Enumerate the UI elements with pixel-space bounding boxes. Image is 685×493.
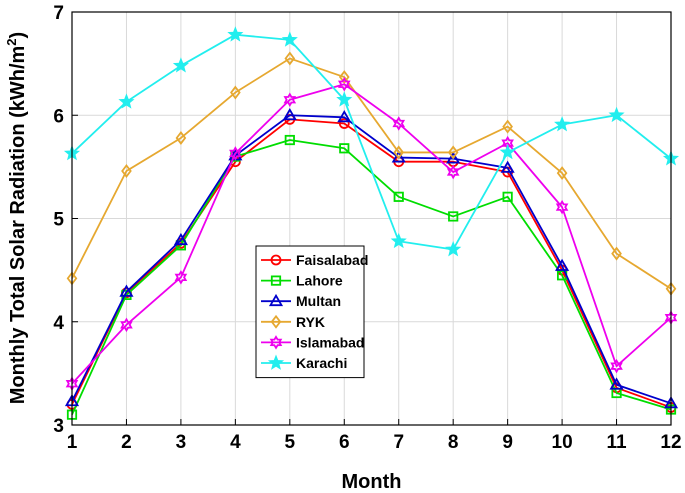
data-point-ryk [556,166,568,181]
data-point-islamabad [446,164,460,180]
data-point-multan [391,150,406,163]
x-tick-label: 7 [393,432,404,453]
legend-label: Faisalabad [296,252,368,268]
data-point-karachi [336,91,353,107]
series-ryk [66,51,677,296]
legend-box [255,245,365,379]
data-point-faisalabad [338,118,350,129]
y-tick-label: 6 [53,106,64,127]
legend-label: Islamabad [296,334,364,350]
data-point-karachi [227,26,244,42]
data-point-multan [609,377,624,390]
x-tick-label: 12 [660,432,681,453]
series-islamabad [65,77,678,391]
series-line-faisalabad [71,118,672,409]
data-point-multan [446,151,461,164]
data-point-ryk [175,130,187,145]
data-point-islamabad [229,146,242,161]
data-point-ryk [121,164,132,178]
data-point-karachi [281,31,298,47]
data-point-karachi [499,143,516,160]
legend-swatch-marker [270,275,282,286]
data-point-multan [337,110,352,123]
series-line-islamabad [71,83,672,385]
x-tick-label: 11 [606,432,627,453]
data-point-islamabad [610,358,623,374]
legend-item-islamabad: Islamabad [261,334,364,350]
data-point-islamabad [174,270,188,285]
legend-label: Multan [296,293,341,309]
x-axis-label: Month [342,471,402,493]
data-point-lahore [502,191,513,202]
series-line-multan [71,114,672,405]
x-tick-label: 1 [67,432,78,453]
legend-item-faisalabad: Faisalabad [261,252,368,268]
legend-label: RYK [296,314,325,330]
legend-label: Karachi [296,355,347,371]
data-point-karachi [554,116,571,132]
y-axis-label: Monthly Total Solar Radiation (kWh/m2) [4,32,29,404]
x-tick-label: 8 [448,432,459,453]
data-point-ryk [447,145,459,160]
series-line-ryk [71,57,672,290]
data-point-karachi [172,57,189,73]
y-tick-label: 7 [53,3,64,24]
series-multan [64,107,679,409]
data-point-karachi [445,241,462,257]
data-point-lahore [448,211,459,222]
data-point-multan [500,160,515,173]
data-point-islamabad [337,77,351,92]
legend-label: Lahore [296,273,343,289]
data-point-lahore [339,143,350,154]
data-point-multan [555,258,570,271]
data-point-ryk [611,246,622,261]
data-point-islamabad [555,199,569,215]
legend: Faisalabad Lahore Multan RYK Islamabad Karach… [255,245,368,379]
data-point-lahore [393,191,404,202]
y-tick-label: 5 [53,210,64,231]
data-point-multan [282,107,297,121]
data-point-karachi [608,106,625,123]
data-point-ryk [393,145,405,160]
data-point-multan [119,284,134,297]
legend-item-lahore: Lahore [261,273,343,289]
x-tick-label: 5 [285,432,296,453]
x-tick-label: 9 [502,432,513,453]
legend-swatch-marker [268,293,284,307]
legend-item-multan: Multan [261,293,341,309]
x-tick-label: 3 [176,432,187,453]
data-point-islamabad [120,317,133,333]
series-line-karachi [71,33,672,251]
legend-item-ryk: RYK [261,314,325,330]
data-point-ryk [338,70,350,85]
data-point-multan [173,232,188,246]
x-tick-label: 4 [230,432,241,453]
data-point-ryk [284,51,296,66]
data-point-karachi [390,232,407,249]
series-layer [63,26,680,420]
y-tick-label: 4 [53,313,64,334]
grid-lines [71,11,672,426]
legend-swatch-marker [270,314,282,329]
data-point-islamabad [283,92,297,108]
legend-swatch-marker [269,335,283,350]
x-tick-label: 2 [121,432,132,453]
data-point-islamabad [392,116,406,131]
x-tick-label: 6 [339,432,350,453]
legend-swatch-marker [270,254,282,266]
data-point-karachi [118,93,135,109]
data-point-ryk [230,85,241,100]
legend-item-karachi: Karachi [261,354,347,371]
legend-swatch-marker [267,354,285,370]
y-tick-label: 3 [53,416,64,437]
data-point-lahore [284,134,295,146]
x-tick-label: 10 [552,432,573,453]
data-point-ryk [502,119,513,134]
